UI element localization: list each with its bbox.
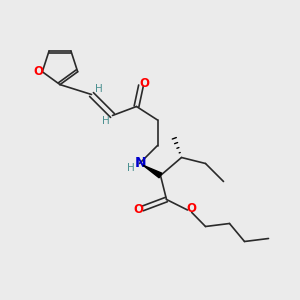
Text: H: H bbox=[127, 163, 135, 173]
Text: N: N bbox=[135, 156, 147, 170]
Text: H: H bbox=[102, 116, 110, 127]
Text: O: O bbox=[139, 76, 149, 90]
Polygon shape bbox=[143, 165, 162, 178]
Text: O: O bbox=[186, 202, 196, 215]
Text: H: H bbox=[95, 84, 103, 94]
Text: O: O bbox=[34, 65, 44, 78]
Text: O: O bbox=[133, 202, 143, 216]
